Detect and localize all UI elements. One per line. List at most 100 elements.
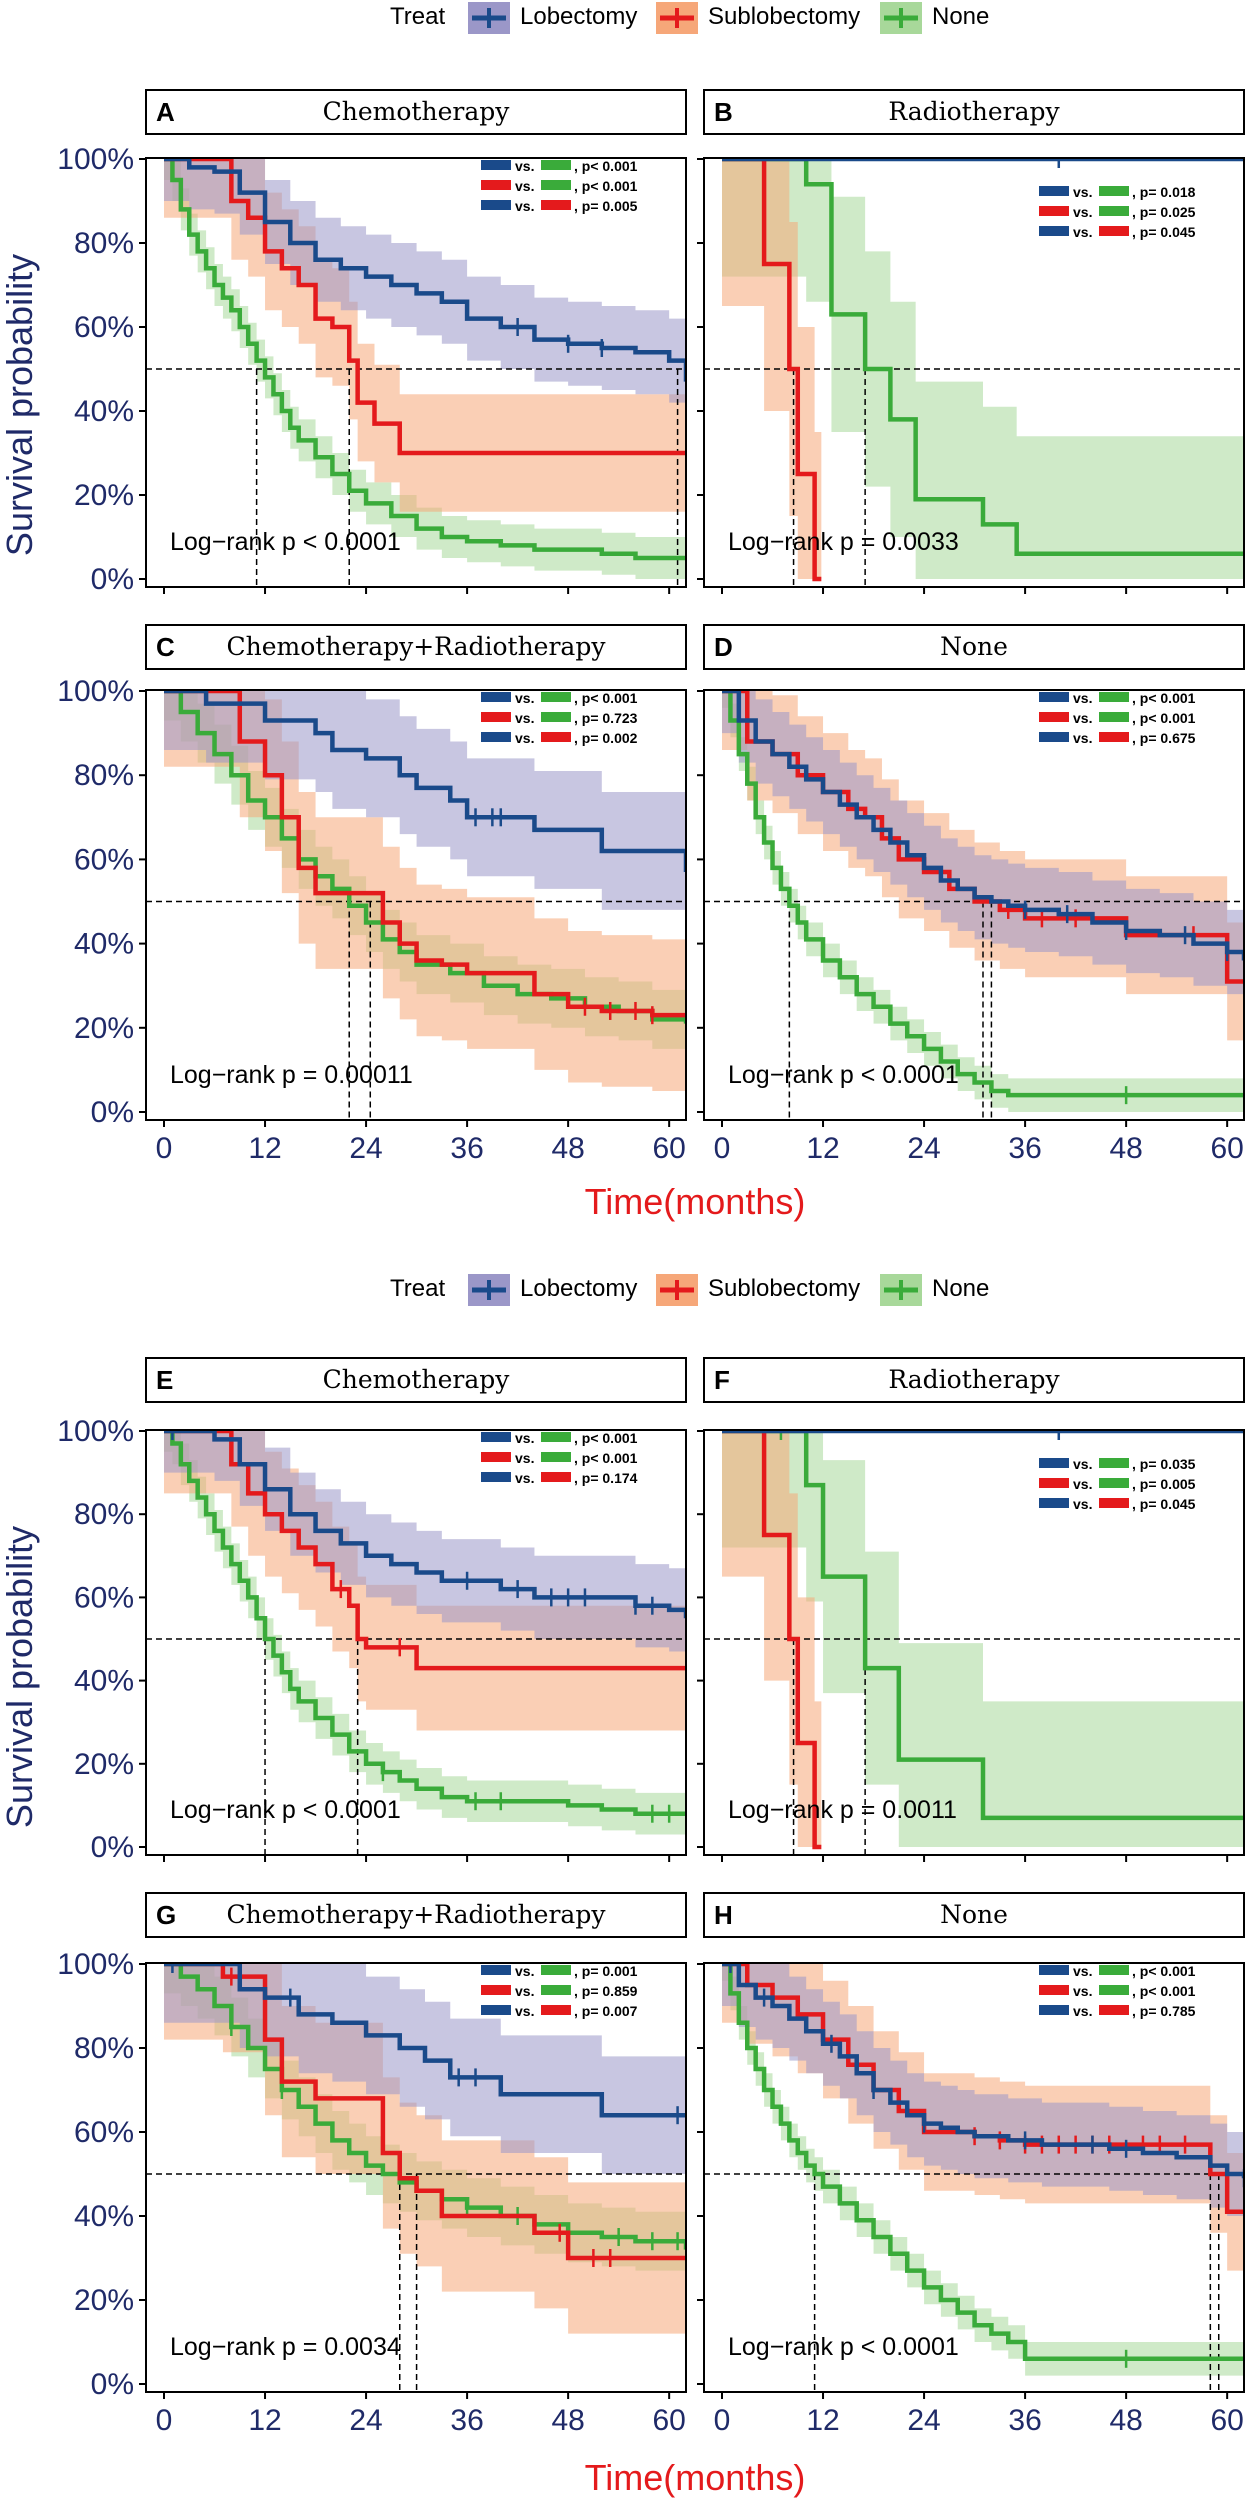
y-tick-label: 100%: [57, 143, 134, 176]
legend-item-lobectomy: Lobectomy: [468, 1274, 637, 1306]
legend-label-lobectomy: Lobectomy: [520, 3, 637, 30]
km-panel-f: F Radiotherapy Log−rank p = 0.0011 vs. , p= …: [697, 1357, 1245, 1862]
panel-title: Chemotherapy+Radiotherapy: [227, 1900, 607, 1929]
pvalue-swatch-a: [481, 1472, 511, 1482]
y-tick-label: 100%: [57, 1415, 134, 1448]
pvalue-swatch-a: [1039, 2005, 1069, 2015]
pvalue-swatch-b: [1099, 1478, 1129, 1488]
pvalue-swatch-b: [541, 160, 571, 170]
panel-header: [145, 1357, 687, 1403]
pvalue-swatch-a: [481, 1452, 511, 1462]
pvalue-swatch-b: [1099, 186, 1129, 196]
plot-area: [147, 159, 685, 586]
pvalue-swatch-b: [1099, 2005, 1129, 2015]
x-tick-label: 12: [806, 1132, 839, 1165]
pvalue-swatch-a: [481, 712, 511, 722]
x-tick-label: 12: [248, 2404, 281, 2437]
pvalue-swatch-a: [481, 180, 511, 190]
y-tick-label: 60%: [74, 2116, 134, 2149]
panels: A Chemotherapy 0% 20% 40% 60% 80% 100% Log−rank …: [57, 89, 1245, 2437]
x-tick-label: 0: [156, 1132, 173, 1165]
legend-item-sublobectomy: Sublobectomy: [656, 1274, 860, 1306]
pvalue-swatch-a: [481, 200, 511, 210]
y-tick-label: 20%: [74, 1748, 134, 1781]
pvalue-text: , p= 0.007: [574, 2003, 638, 2019]
pvalue-swatch-b: [1099, 206, 1129, 216]
panel-letter: C: [156, 632, 175, 662]
survival-curve-none: [722, 691, 1243, 1098]
x-tick-label: 12: [806, 2404, 839, 2437]
pvalue-swatch-b: [541, 180, 571, 190]
pvalue-text: , p= 0.045: [1132, 1496, 1196, 1512]
plot-area: [705, 1431, 1243, 1854]
y-axis-label: Survival probability: [0, 254, 40, 556]
ci-band-lobectomy: [164, 1964, 685, 2174]
legend-bottom: Treat Lobectomy Sublobectomy None: [390, 1274, 989, 1306]
pvalue-text: , p= 0.005: [1132, 1476, 1196, 1492]
x-tick-label: 60: [1210, 1132, 1243, 1165]
pvalue-vs: vs.: [1073, 1476, 1092, 1492]
panel-title: Chemotherapy: [323, 97, 511, 126]
panel-title: Radiotherapy: [888, 1365, 1060, 1394]
pvalue-vs: vs.: [515, 690, 534, 706]
legend-item-sublobectomy: Sublobectomy: [656, 2, 860, 34]
survival-curve-none: [722, 1964, 1243, 2362]
survival-curve-none: [164, 159, 685, 561]
panel-letter: F: [714, 1365, 730, 1395]
pvalue-text: , p= 0.675: [1132, 730, 1196, 746]
x-tick-label: 24: [349, 1132, 382, 1165]
pvalue-swatch-a: [481, 160, 511, 170]
pvalue-vs: vs.: [1073, 204, 1092, 220]
x-tick-label: 24: [349, 2404, 382, 2437]
survival-curve-none: [164, 691, 685, 1024]
x-tick-label: 0: [156, 2404, 173, 2437]
pvalue-vs: vs.: [1073, 1983, 1092, 1999]
panel-letter: D: [714, 632, 733, 662]
pvalue-text: , p= 0.035: [1132, 1456, 1196, 1472]
survival-curve-sublobectomy: [722, 1431, 822, 1850]
logrank-text: Log−rank p = 0.00011: [170, 1061, 413, 1089]
legend-label-none: None: [932, 1275, 989, 1302]
pvalue-swatch-a: [1039, 1965, 1069, 1975]
survival-curve-sublobectomy: [722, 1964, 1243, 2215]
pvalue-swatch-a: [1039, 226, 1069, 236]
km-panel-h: H None 0 12 24 36 48 60 Log−rank p < 0.0001 vs. , …: [697, 1892, 1245, 2437]
legend-title: Treat: [390, 1275, 445, 1302]
pvalue-swatch-a: [481, 2005, 511, 2015]
pvalue-swatch-b: [1099, 1498, 1129, 1508]
ci-band-sublobectomy: [164, 691, 685, 1091]
plot-area: [705, 691, 1243, 1119]
pvalue-text: , p= 0.002: [574, 730, 638, 746]
ci-band-none: [164, 1431, 685, 1835]
panel-header: [703, 624, 1245, 670]
logrank-text: Log−rank p < 0.0001: [728, 2333, 959, 2361]
panel-letter: G: [156, 1900, 176, 1930]
ci-band-none: [722, 1431, 1243, 1847]
pvalue-swatch-b: [541, 200, 571, 210]
pvalue-vs: vs.: [1073, 730, 1092, 746]
pvalue-vs: vs.: [515, 198, 534, 214]
panel-title: None: [940, 632, 1008, 661]
y-tick-label: 20%: [74, 2284, 134, 2317]
km-panel-a: A Chemotherapy 0% 20% 40% 60% 80% 100% Log−rank …: [57, 89, 687, 596]
y-tick-label: 80%: [74, 1498, 134, 1531]
pvalue-text: , p< 0.001: [574, 1430, 638, 1446]
pvalue-swatch-a: [1039, 1985, 1069, 1995]
pvalue-text: , p= 0.045: [1132, 224, 1196, 240]
y-axis-label: Survival probability: [0, 1526, 40, 1828]
x-tick-label: 0: [714, 1132, 731, 1165]
x-tick-label: 60: [1210, 2404, 1243, 2437]
pvalue-swatch-b: [541, 1985, 571, 1995]
logrank-text: Log−rank p = 0.0034: [170, 2333, 401, 2361]
y-tick-label: 20%: [74, 1012, 134, 1045]
pvalue-swatch-a: [1039, 732, 1069, 742]
legend-item-none: None: [880, 2, 989, 34]
y-tick-label: 40%: [74, 2200, 134, 2233]
pvalue-text: , p= 0.025: [1132, 204, 1196, 220]
x-tick-label: 24: [907, 2404, 940, 2437]
pvalue-vs: vs.: [1073, 2003, 1092, 2019]
pvalue-swatch-b: [1099, 1985, 1129, 1995]
pvalue-swatch-a: [1039, 206, 1069, 216]
plot-area: [705, 1964, 1243, 2391]
km-panel-b: B Radiotherapy Log−rank p = 0.0033 vs. , p= …: [697, 89, 1245, 594]
